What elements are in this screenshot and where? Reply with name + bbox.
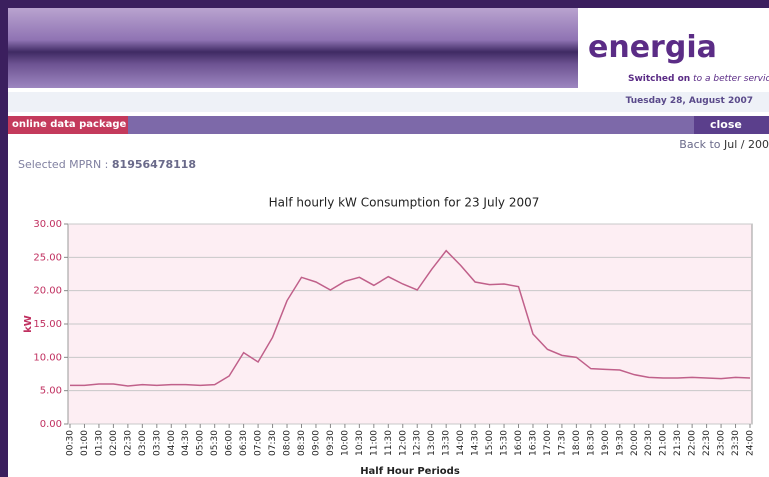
x-tick-label: 04:00 <box>167 430 177 456</box>
x-tick-label: 15:00 <box>485 430 495 456</box>
x-tick-label: 07:00 <box>254 430 264 456</box>
x-tick-label: 00:30 <box>66 430 76 456</box>
back-label: Back to <box>679 138 721 151</box>
x-tick-label: 17:30 <box>557 430 567 456</box>
x-tick-label: 20:30 <box>644 430 654 456</box>
y-tick-label: 10.00 <box>33 352 62 363</box>
x-tick-label: 06:30 <box>239 430 249 456</box>
x-tick-label: 04:30 <box>181 430 191 456</box>
x-tick-label: 11:30 <box>384 430 394 456</box>
x-tick-label: 09:00 <box>311 430 321 456</box>
x-tick-label: 18:00 <box>572 430 582 456</box>
mprn: Selected MPRN : 81956478118 <box>18 158 196 171</box>
close-button[interactable]: close <box>694 116 769 134</box>
nav-tab[interactable]: online data package <box>8 116 128 134</box>
x-tick-label: 16:30 <box>528 430 538 456</box>
x-tick-label: 16:00 <box>514 430 524 456</box>
x-tick-label: 12:30 <box>413 430 423 456</box>
x-tick-label: 21:00 <box>659 430 669 456</box>
chart: Half hourly kW Consumption for 23 July 2… <box>23 196 756 477</box>
y-tick-label: 30.00 <box>33 219 62 230</box>
y-tick-label: 25.00 <box>33 252 62 263</box>
x-tick-label: 15:30 <box>500 430 510 456</box>
x-tick-label: 19:30 <box>615 430 625 456</box>
x-tick-label: 21:30 <box>673 430 683 456</box>
page: energia Switched on to a better service … <box>8 8 769 477</box>
x-tick-label: 03:30 <box>152 430 162 456</box>
date: Tuesday 28, August 2007 <box>625 96 753 106</box>
x-tick-label: 10:30 <box>355 430 365 456</box>
mprn-value: 81956478118 <box>111 158 197 171</box>
x-tick-label: 13:30 <box>442 430 452 456</box>
x-tick-label: 01:00 <box>80 430 90 456</box>
x-tick-label: 14:00 <box>456 430 466 456</box>
tagline-bold: Switched on <box>628 74 691 84</box>
x-tick-label: 22:30 <box>702 430 712 456</box>
banner-image <box>8 8 578 88</box>
x-tick-label: 02:30 <box>123 430 133 456</box>
y-tick-label: 20.00 <box>33 286 62 297</box>
chart-title: Half hourly kW Consumption for 23 July 2… <box>269 196 540 210</box>
tagline-rest: to a better service <box>693 74 769 84</box>
x-tick-label: 03:00 <box>138 430 148 456</box>
x-tick-label: 14:30 <box>471 430 481 456</box>
x-tick-label: 05:00 <box>196 430 206 456</box>
date-bar <box>8 92 769 112</box>
x-axis-label: Half Hour Periods <box>360 466 460 477</box>
x-tick-label: 11:00 <box>369 430 379 456</box>
nav-bar <box>8 116 769 134</box>
data-line <box>70 249 751 387</box>
x-tick-label: 09:30 <box>326 430 336 456</box>
y-tick-label: 0.00 <box>40 419 62 430</box>
x-tick-label: 18:30 <box>586 430 596 456</box>
x-tick-label: 05:30 <box>210 430 220 456</box>
x-tick-label: 08:00 <box>283 430 293 456</box>
x-tick-label: 19:00 <box>601 430 611 456</box>
x-tick-label: 01:30 <box>94 430 104 456</box>
x-tick-label: 23:00 <box>717 430 727 456</box>
x-tick-label: 23:30 <box>731 430 741 456</box>
x-tick-label: 02:00 <box>109 430 119 456</box>
x-tick-label: 13:00 <box>427 430 437 456</box>
back-link-row: Back to Jul / 200 <box>679 138 769 151</box>
x-tick-label: 10:00 <box>340 430 350 456</box>
x-tick-label: 20:00 <box>630 430 640 456</box>
logo: energia <box>588 30 717 65</box>
x-tick-label: 08:30 <box>297 430 307 456</box>
x-tick-label: 06:00 <box>225 430 235 456</box>
y-tick-label: 5.00 <box>40 386 62 397</box>
x-tick-label: 24:00 <box>746 430 756 456</box>
mprn-label: Selected MPRN : <box>18 158 109 171</box>
y-tick-label: 15.00 <box>33 319 62 330</box>
back-link[interactable]: Jul / 200 <box>724 138 769 151</box>
x-tick-label: 07:30 <box>268 430 278 456</box>
x-tick-label: 22:00 <box>688 430 698 456</box>
x-tick-label: 17:00 <box>543 430 553 456</box>
y-axis-label: kW <box>23 315 34 333</box>
x-tick-label: 12:00 <box>398 430 408 456</box>
tagline: Switched on to a better service <box>628 74 769 84</box>
